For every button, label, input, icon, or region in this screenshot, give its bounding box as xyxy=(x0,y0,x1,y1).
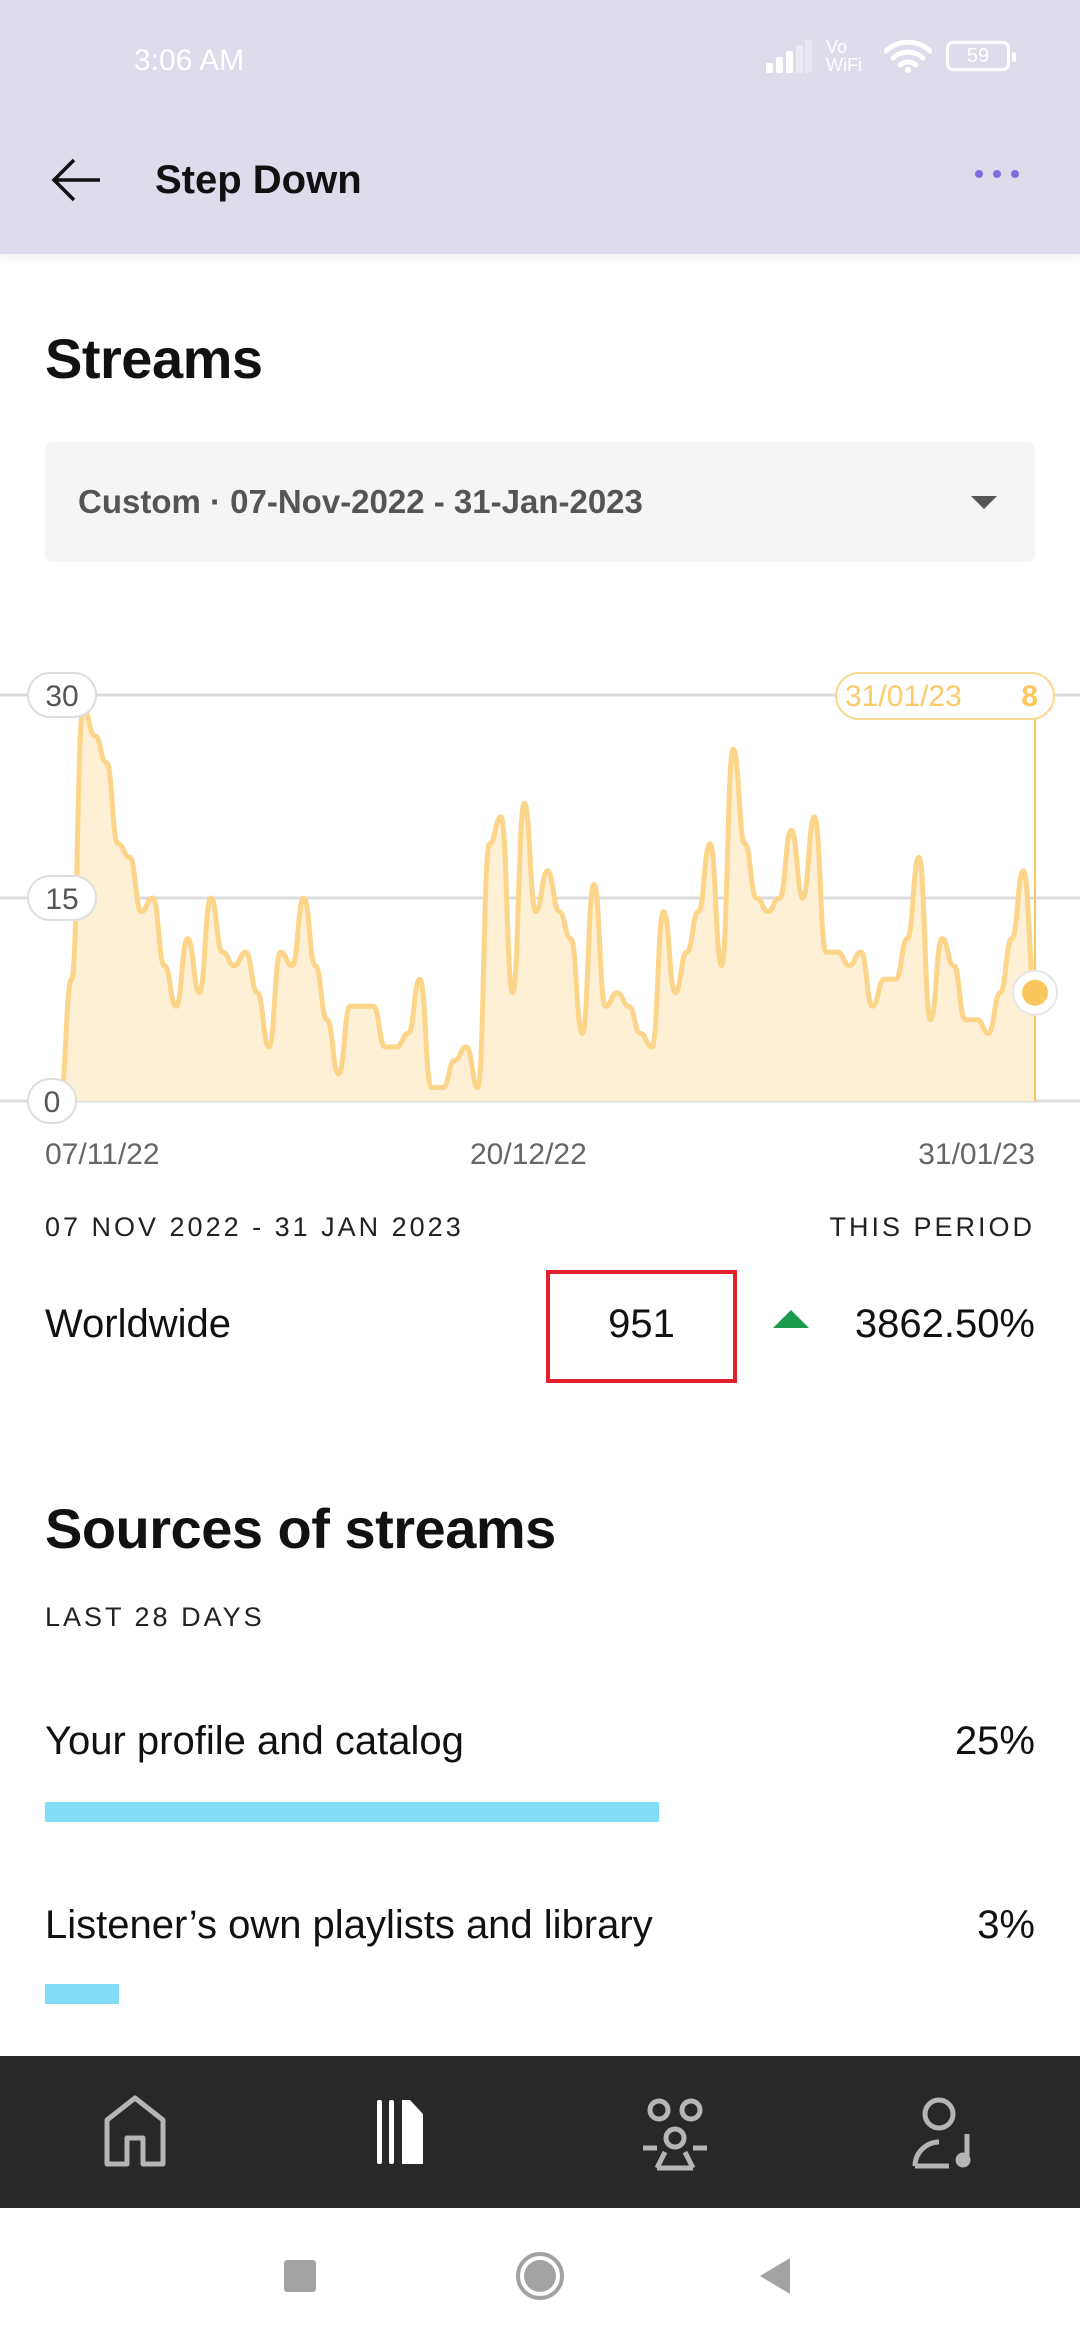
cursor-dot xyxy=(1022,979,1048,1006)
tooltip-date: 31/01/23 xyxy=(845,680,962,713)
wifi-icon xyxy=(884,39,932,73)
battery-level: 59 xyxy=(966,44,990,67)
home-button[interactable] xyxy=(516,2252,564,2300)
date-range-value: Custom · 07-Nov-2022 - 31-Jan-2023 xyxy=(78,483,643,520)
period-label: 07 NOV 2022 - 31 JAN 2023 xyxy=(45,1212,464,1242)
source-label: Listener’s own playlists and library xyxy=(45,1903,653,1947)
system-nav xyxy=(0,2208,1080,2340)
source-label: Your profile and catalog xyxy=(45,1719,464,1763)
tooltip-pill xyxy=(835,672,1055,720)
tooltip-value: 8 xyxy=(1021,680,1038,713)
period-caption: THIS PERIOD xyxy=(829,1212,1035,1242)
total-streams: 951 xyxy=(608,1302,675,1346)
arrow-left-icon[interactable] xyxy=(48,155,104,205)
x-tick: 31/01/23 xyxy=(918,1138,1035,1171)
sources-heading: Sources of streams xyxy=(45,1497,556,1560)
y-tick-pill xyxy=(27,875,97,921)
status-time: 3:06 AM xyxy=(134,44,245,77)
highlight-box xyxy=(546,1270,737,1383)
source-percent: 3% xyxy=(977,1903,1035,1947)
back-button[interactable] xyxy=(760,2258,790,2294)
y-tick-pill xyxy=(27,672,97,718)
y-tick-pill xyxy=(27,1078,77,1124)
signal-icon xyxy=(766,39,812,73)
profile-music-icon[interactable] xyxy=(905,2092,985,2172)
source-percent: 25% xyxy=(954,1719,1035,1763)
status-icons: Vo WiFi 59 xyxy=(766,37,1016,75)
x-tick: 20/12/22 xyxy=(470,1138,587,1171)
y-tick-label: 30 xyxy=(45,680,78,713)
date-range-select[interactable]: Custom · 07-Nov-2022 - 31-Jan-2023 xyxy=(45,442,1035,562)
y-tick-label: 0 xyxy=(44,1086,61,1119)
vowifi-label: Vo WiFi xyxy=(826,37,862,75)
battery-icon: 59 xyxy=(946,41,1016,71)
x-tick: 07/11/22 xyxy=(45,1138,160,1171)
source-bar xyxy=(45,1802,659,1822)
source-bar xyxy=(45,1984,119,2004)
area-fill xyxy=(60,708,1035,1101)
streams-heading: Streams xyxy=(45,327,263,390)
sources-caption: LAST 28 DAYS xyxy=(45,1602,265,1632)
music-catalog-icon[interactable] xyxy=(365,2092,445,2172)
trend-up-icon xyxy=(773,1310,809,1328)
more-dots-icon[interactable] xyxy=(975,170,1019,178)
region-label: Worldwide xyxy=(45,1302,231,1346)
streams-chart[interactable]: 30 15 0 31/01/23 8 xyxy=(0,660,1080,1130)
home-icon[interactable] xyxy=(95,2092,175,2172)
caret-down-icon xyxy=(971,496,997,509)
change-percent: 3862.50% xyxy=(854,1302,1035,1346)
page-title: Step Down xyxy=(155,158,362,202)
bottom-nav xyxy=(0,2056,1080,2208)
recents-button[interactable] xyxy=(284,2260,316,2292)
y-tick-label: 15 xyxy=(45,883,78,916)
series-line xyxy=(57,706,1038,1104)
audience-icon[interactable] xyxy=(635,2092,715,2172)
